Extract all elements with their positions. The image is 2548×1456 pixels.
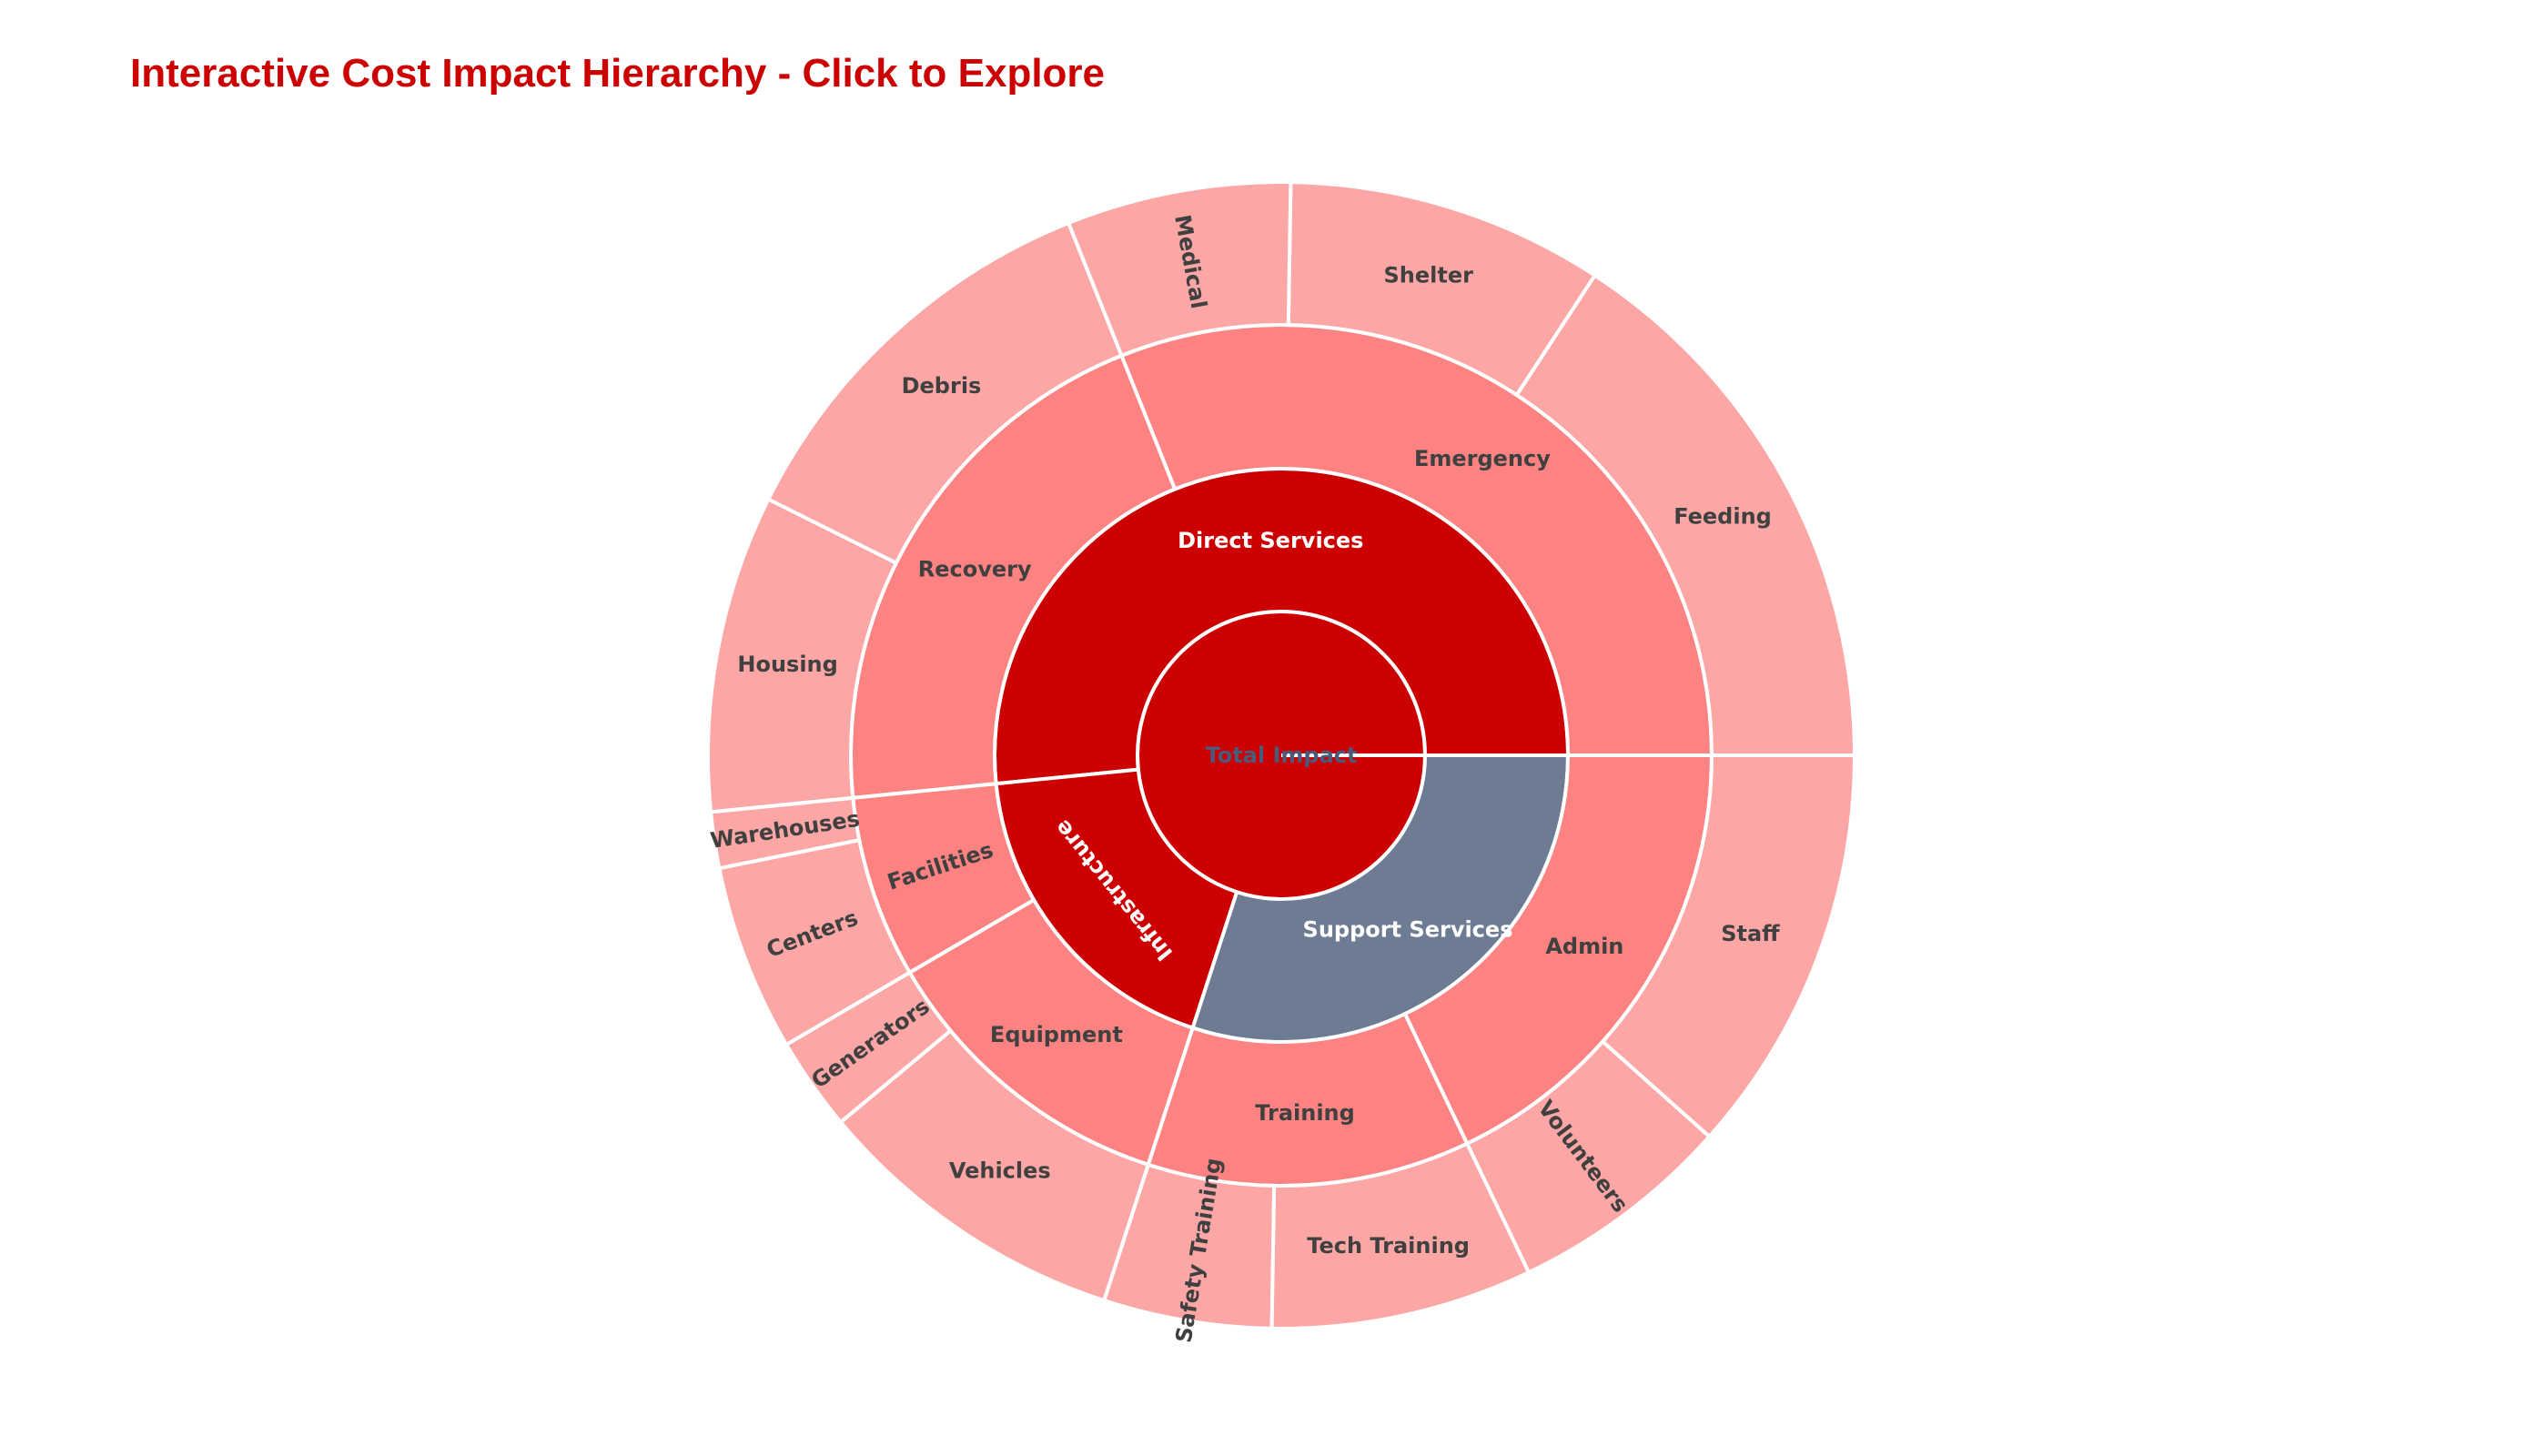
- segment-staff[interactable]: [1600, 753, 1857, 1139]
- segment-shelter[interactable]: [1286, 180, 1598, 398]
- segment-warehouses[interactable]: [708, 795, 862, 871]
- segment-debris[interactable]: [765, 220, 1125, 566]
- segment-housing[interactable]: [706, 496, 899, 814]
- segment-safety-training[interactable]: [1101, 1162, 1277, 1330]
- segment-medical[interactable]: [1066, 180, 1293, 359]
- segment-generators[interactable]: [784, 970, 954, 1125]
- segment-centers[interactable]: [717, 837, 913, 1047]
- page-title: Interactive Cost Impact Hierarchy - Clic…: [130, 51, 1106, 96]
- segment-vehicles[interactable]: [838, 1027, 1151, 1303]
- segment-tech-training[interactable]: [1269, 1140, 1532, 1330]
- segment-volunteers[interactable]: [1464, 1038, 1713, 1275]
